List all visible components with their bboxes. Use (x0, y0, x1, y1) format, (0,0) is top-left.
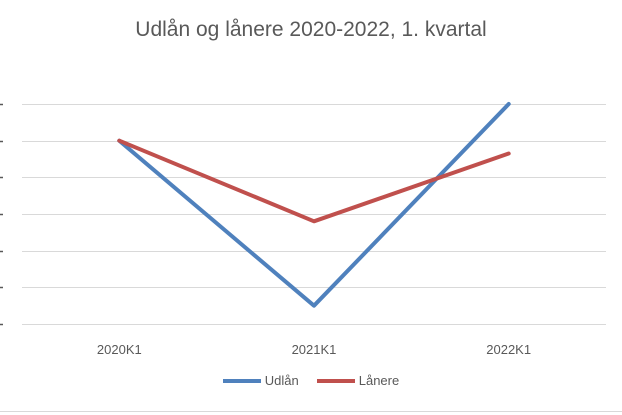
legend-label-udlan: Udlån (264, 373, 299, 388)
x-tick-label: 2021K1 (292, 342, 337, 357)
frame-bottom-border (0, 411, 622, 412)
x-tick-label: 2020K1 (97, 342, 142, 357)
legend-label-lanere: Lånere (358, 373, 400, 388)
legend-item-lanere: Lånere (316, 373, 400, 388)
x-tick-label: 2022K1 (486, 342, 531, 357)
legend-swatch-udlan (222, 378, 261, 383)
series-line-1 (117, 138, 511, 224)
chart-title: Udlån og lånere 2020-2022, 1. kvartal (135, 18, 487, 41)
legend-item-udlan: Udlån (222, 373, 299, 388)
legend-swatch-lanere (316, 378, 355, 383)
series-line-0 (117, 102, 511, 308)
legend: Udlån Lånere (0, 373, 622, 388)
